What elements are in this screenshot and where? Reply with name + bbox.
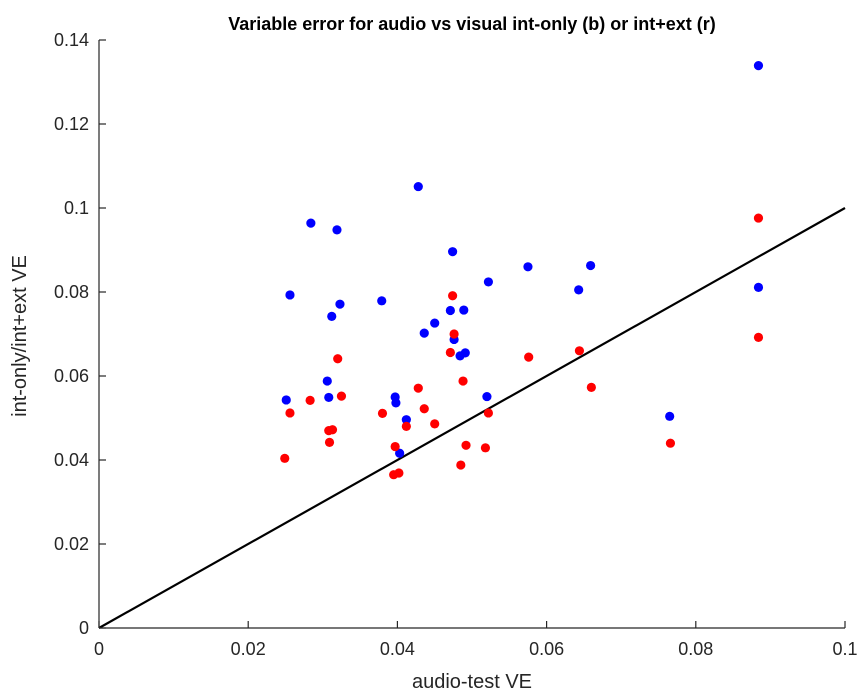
data-point (395, 448, 405, 458)
data-point (413, 181, 423, 192)
data-point (280, 453, 290, 463)
axes-layer (98, 40, 845, 629)
data-point (401, 421, 411, 431)
points-layer (280, 61, 764, 480)
data-point (574, 285, 584, 295)
y-tick-label: 0.04 (54, 450, 89, 470)
data-point (285, 290, 295, 300)
data-point (665, 411, 675, 421)
data-point (391, 398, 401, 408)
data-point (459, 305, 469, 315)
y-tick-label: 0.12 (54, 114, 89, 134)
chart-title: Variable error for audio vs visual int-o… (228, 14, 716, 34)
x-tick-label: 0.04 (380, 639, 415, 659)
data-point (306, 218, 316, 228)
plot-area: 0 0.02 0.04 0.06 0.08 0.1 0 0.02 0.04 0.06 0.08 0.1… (54, 30, 858, 659)
data-point (445, 305, 455, 316)
data-point (419, 404, 429, 414)
data-point (324, 392, 334, 403)
data-point (377, 296, 387, 306)
data-point (445, 347, 455, 358)
data-point (332, 225, 342, 235)
data-point (285, 408, 295, 418)
data-point (430, 318, 440, 328)
data-point (460, 348, 470, 358)
data-point (586, 382, 596, 392)
y-tick-label: 0.08 (54, 282, 89, 302)
data-point (394, 468, 404, 478)
x-tick-label: 0 (94, 639, 104, 659)
y-tick-label: 0 (79, 618, 89, 638)
data-point (524, 352, 534, 362)
data-point (327, 311, 337, 321)
y-tick-label: 0.02 (54, 534, 89, 554)
data-point (461, 440, 471, 450)
data-point (483, 277, 494, 287)
x-tick-label: 0.02 (231, 639, 266, 659)
data-point (377, 408, 388, 418)
y-axis-label: int-only/int+ext VE (9, 255, 31, 417)
x-tick-label: 0.06 (529, 639, 564, 659)
data-point (324, 437, 335, 447)
y-tick-label: 0.14 (54, 30, 89, 50)
reference-line (98, 207, 846, 629)
data-point (305, 395, 315, 405)
x-tick-label: 0.1 (832, 639, 857, 659)
data-point (448, 291, 458, 301)
data-point (753, 282, 764, 292)
data-point (448, 247, 458, 257)
data-point (458, 376, 468, 386)
data-point (401, 415, 411, 425)
series-0 (281, 61, 764, 458)
data-point (665, 438, 676, 448)
data-point (322, 376, 332, 386)
data-point (336, 391, 347, 401)
data-point (483, 408, 494, 418)
data-point (419, 328, 429, 338)
x-tick-label: 0.08 (678, 639, 713, 659)
data-point (753, 332, 764, 342)
y-tick-label: 0.1 (64, 198, 89, 218)
data-point (574, 346, 585, 356)
data-point (456, 460, 466, 470)
data-point (482, 391, 492, 402)
y-tick-label: 0.06 (54, 366, 89, 386)
ticks-layer: 0 0.02 0.04 0.06 0.08 0.1 0 0.02 0.04 0.06 0.08 0.1… (54, 30, 858, 659)
data-point (335, 299, 345, 309)
x-axis-label: audio-test VE (412, 671, 532, 693)
data-point (753, 213, 764, 223)
reference-line-layer (98, 207, 846, 629)
data-point (281, 395, 291, 405)
data-point (586, 260, 596, 271)
data-point (430, 419, 440, 429)
data-point (523, 262, 533, 272)
data-point (390, 441, 400, 452)
data-point (333, 354, 343, 364)
data-point (413, 383, 423, 393)
data-point (449, 329, 459, 339)
data-point (753, 61, 764, 71)
data-point (480, 443, 491, 453)
series-1 (280, 213, 764, 480)
data-point (327, 425, 338, 435)
